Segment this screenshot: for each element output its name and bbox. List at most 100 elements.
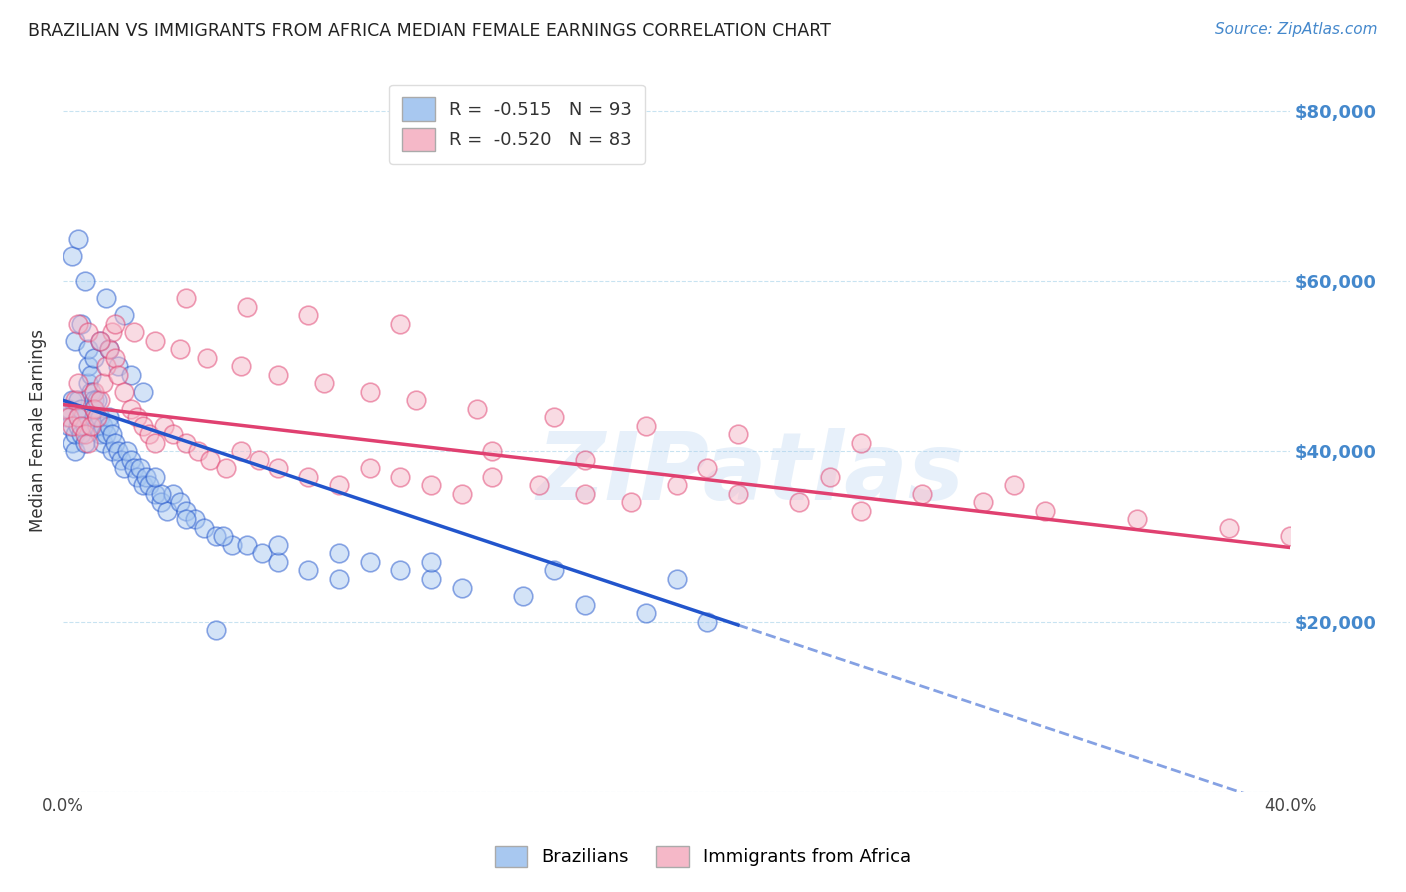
Point — [574, 598, 596, 612]
Point — [107, 444, 129, 458]
Point — [187, 444, 209, 458]
Y-axis label: Median Female Earnings: Median Female Earnings — [30, 328, 46, 532]
Point — [359, 461, 381, 475]
Point — [70, 317, 93, 331]
Point — [138, 478, 160, 492]
Point — [150, 495, 173, 509]
Point — [67, 376, 90, 391]
Point — [1279, 529, 1302, 543]
Point — [98, 343, 121, 357]
Text: ZIPatlas: ZIPatlas — [536, 427, 965, 519]
Point — [79, 368, 101, 382]
Point — [67, 410, 90, 425]
Point — [120, 401, 142, 416]
Point — [150, 487, 173, 501]
Point — [98, 410, 121, 425]
Point — [91, 418, 114, 433]
Point — [67, 317, 90, 331]
Point — [86, 418, 108, 433]
Point — [267, 461, 290, 475]
Point — [200, 453, 222, 467]
Point — [236, 538, 259, 552]
Point — [104, 435, 127, 450]
Point — [389, 564, 412, 578]
Point — [247, 453, 270, 467]
Point — [70, 410, 93, 425]
Point — [110, 453, 132, 467]
Point — [211, 529, 233, 543]
Point — [98, 418, 121, 433]
Point — [94, 291, 117, 305]
Point — [465, 401, 488, 416]
Text: BRAZILIAN VS IMMIGRANTS FROM AFRICA MEDIAN FEMALE EARNINGS CORRELATION CHART: BRAZILIAN VS IMMIGRANTS FROM AFRICA MEDI… — [28, 22, 831, 40]
Point — [107, 368, 129, 382]
Point — [696, 615, 718, 629]
Point — [76, 435, 98, 450]
Point — [818, 470, 841, 484]
Point — [89, 427, 111, 442]
Point — [91, 435, 114, 450]
Point — [696, 461, 718, 475]
Point — [481, 470, 503, 484]
Point — [267, 555, 290, 569]
Point — [389, 317, 412, 331]
Point — [184, 512, 207, 526]
Point — [162, 487, 184, 501]
Point — [83, 401, 105, 416]
Point — [543, 410, 565, 425]
Point — [543, 564, 565, 578]
Point — [143, 487, 166, 501]
Point — [86, 393, 108, 408]
Legend: R =  -0.515   N = 93, R =  -0.520   N = 83: R = -0.515 N = 93, R = -0.520 N = 83 — [389, 85, 644, 164]
Point — [89, 334, 111, 348]
Point — [132, 418, 155, 433]
Point — [727, 427, 749, 442]
Point — [60, 418, 83, 433]
Point — [73, 435, 96, 450]
Point — [60, 435, 83, 450]
Point — [70, 418, 93, 433]
Point — [1033, 504, 1056, 518]
Point — [60, 249, 83, 263]
Point — [104, 351, 127, 365]
Point — [67, 418, 90, 433]
Point — [911, 487, 934, 501]
Point — [98, 343, 121, 357]
Point — [450, 487, 472, 501]
Point — [120, 368, 142, 382]
Point — [169, 495, 191, 509]
Point — [205, 529, 228, 543]
Point — [574, 487, 596, 501]
Point — [450, 581, 472, 595]
Point — [143, 435, 166, 450]
Point — [236, 300, 259, 314]
Point — [67, 410, 90, 425]
Point — [65, 393, 87, 408]
Point — [420, 555, 443, 569]
Point — [138, 427, 160, 442]
Point — [972, 495, 994, 509]
Point — [89, 410, 111, 425]
Point — [104, 317, 127, 331]
Point — [76, 376, 98, 391]
Point — [83, 393, 105, 408]
Point — [174, 435, 197, 450]
Point — [58, 410, 80, 425]
Point — [89, 334, 111, 348]
Point — [73, 418, 96, 433]
Point — [328, 478, 350, 492]
Point — [65, 444, 87, 458]
Point — [94, 427, 117, 442]
Point — [634, 418, 657, 433]
Point — [205, 623, 228, 637]
Point — [312, 376, 335, 391]
Point — [55, 401, 77, 416]
Point — [89, 393, 111, 408]
Point — [665, 572, 688, 586]
Point — [512, 589, 534, 603]
Point — [193, 521, 215, 535]
Point — [83, 401, 105, 416]
Point — [195, 351, 218, 365]
Point — [125, 410, 148, 425]
Point — [91, 376, 114, 391]
